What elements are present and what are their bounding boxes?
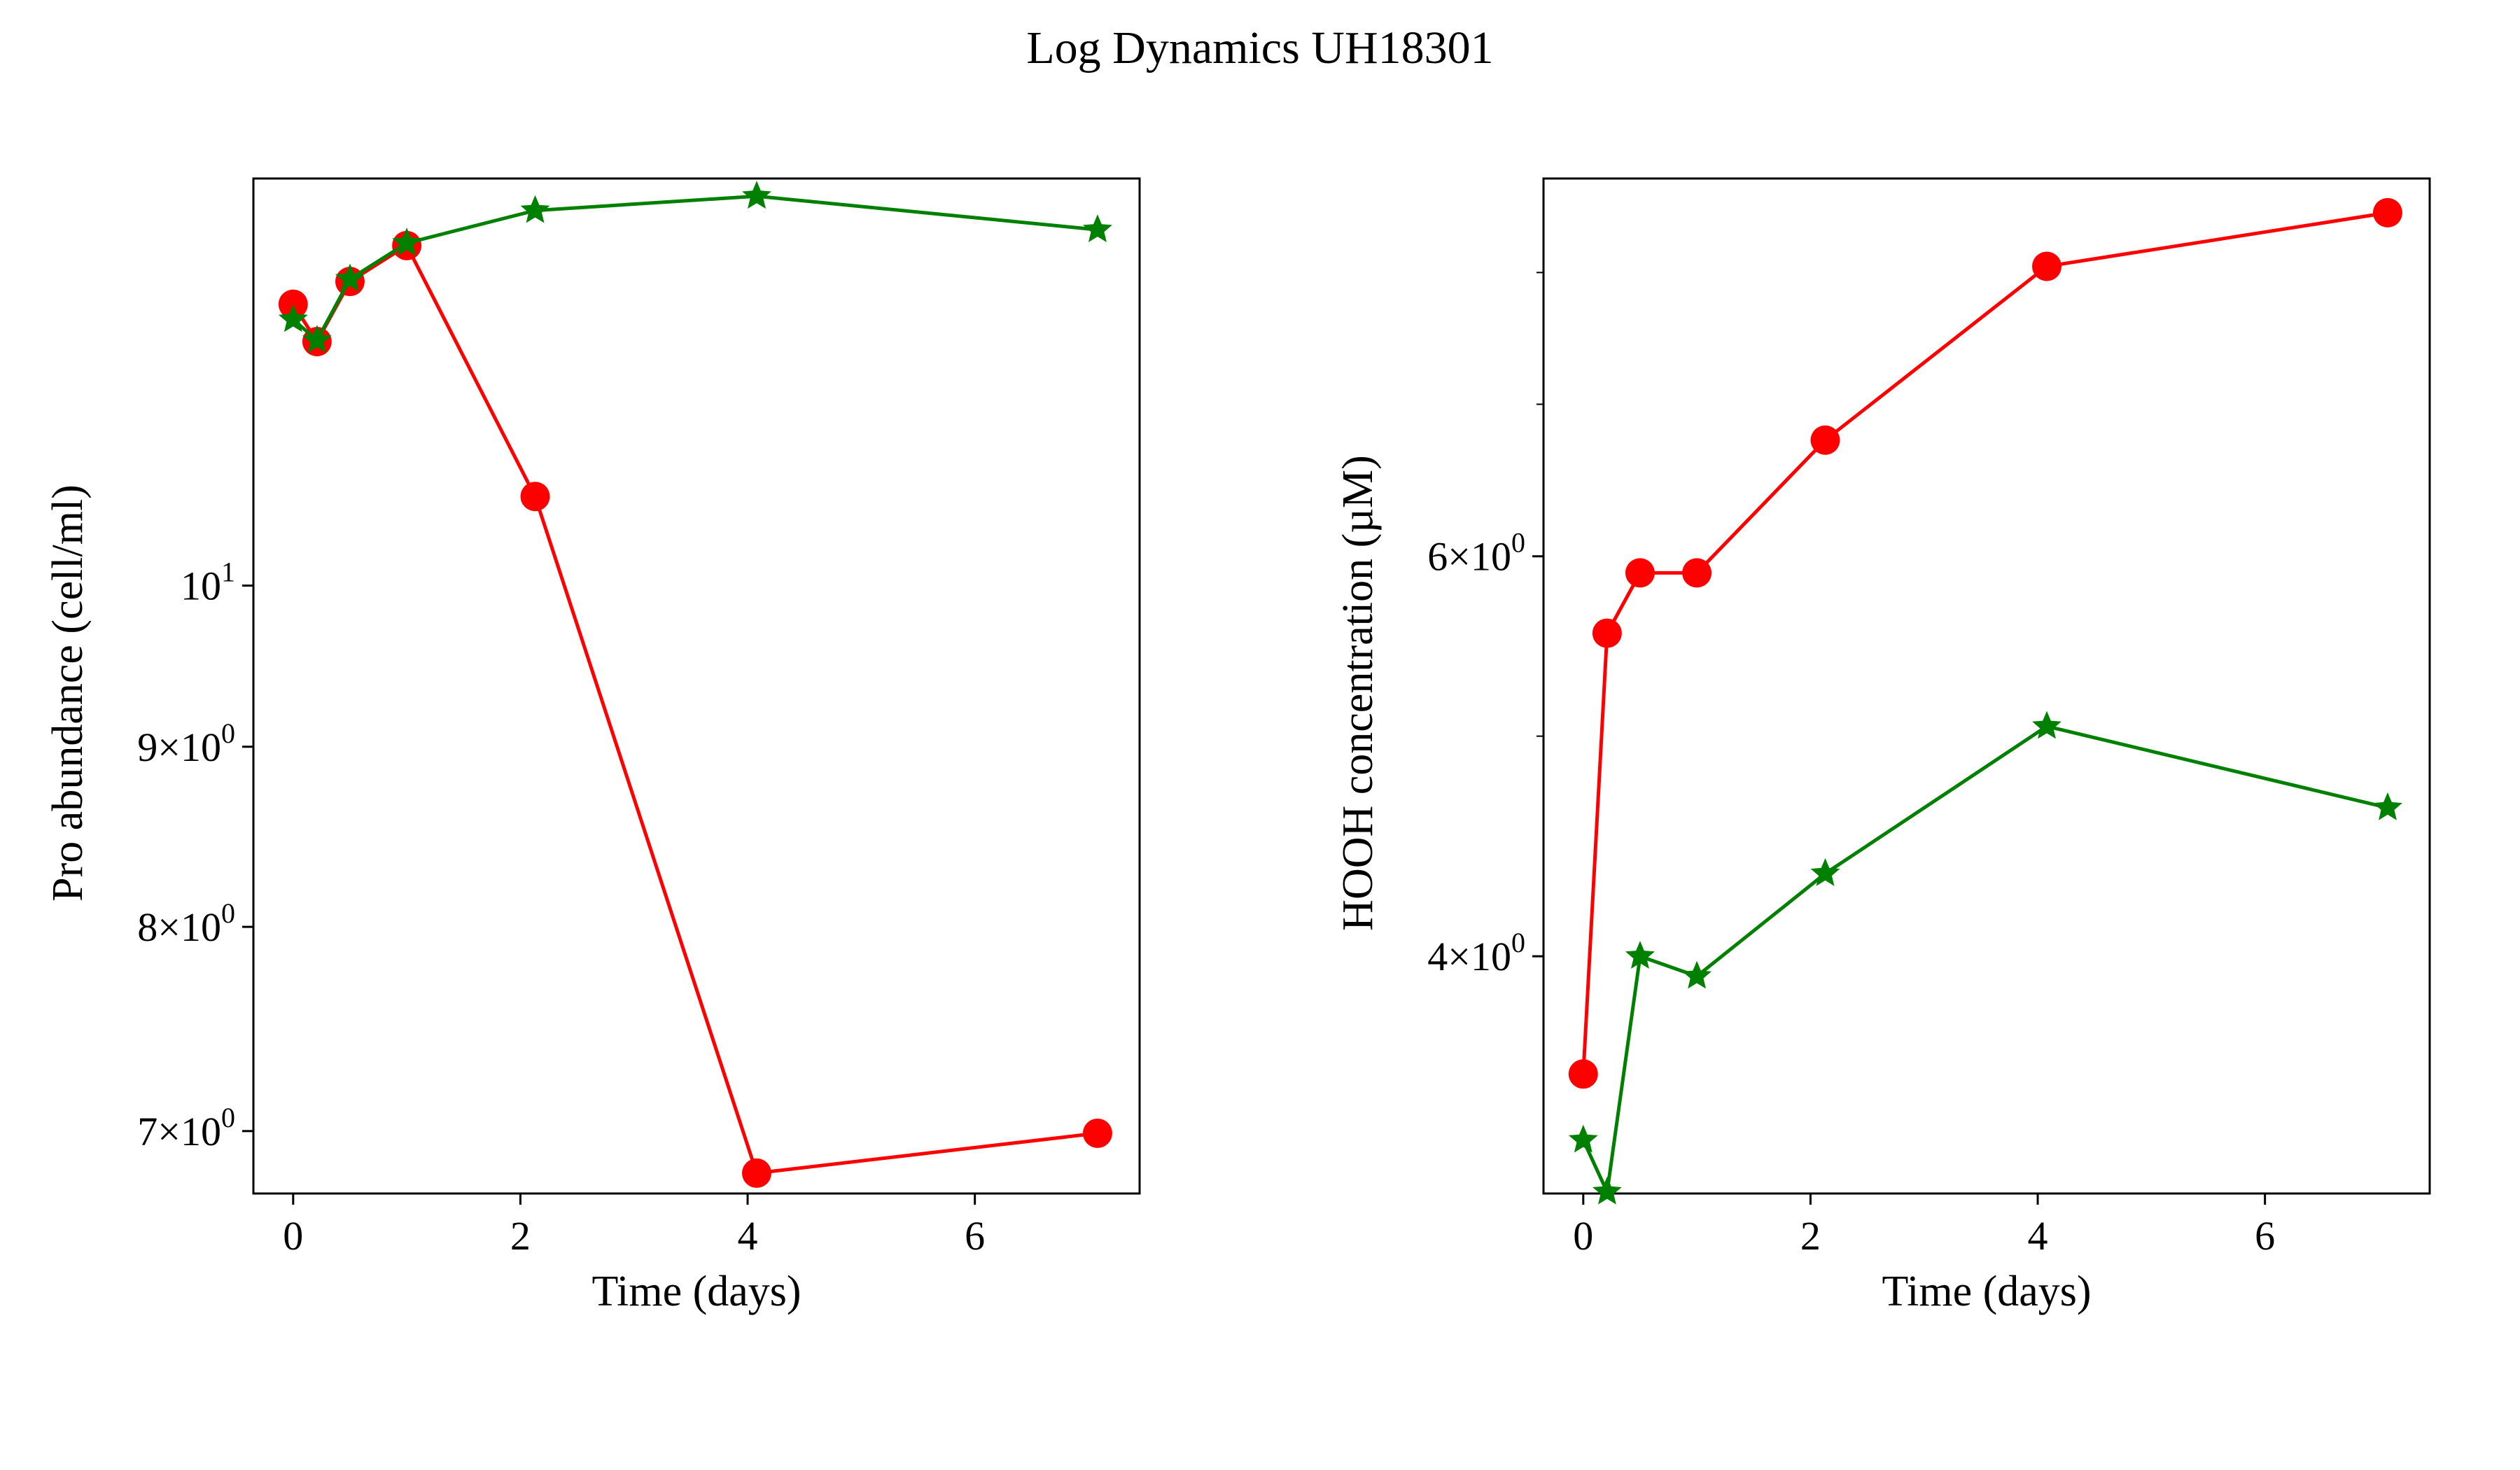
series-line — [1581, 211, 2388, 1074]
data-point — [335, 263, 365, 292]
series-0 — [1568, 197, 2402, 1089]
x-tick-label: 4 — [2028, 1213, 2048, 1259]
x-tick-label: 6 — [965, 1213, 985, 1259]
series-line — [1581, 724, 2388, 1198]
data-point — [1082, 1118, 1112, 1148]
x-axis-label: Time (days) — [592, 1268, 801, 1315]
x-tick-label: 4 — [738, 1213, 758, 1259]
data-point — [1592, 1176, 1622, 1205]
x-tick-label: 0 — [283, 1213, 303, 1259]
x-tick-label: 2 — [1800, 1213, 1821, 1259]
x-tick-label: 0 — [1573, 1213, 1593, 1259]
series-1 — [278, 181, 1112, 353]
series-1 — [1568, 710, 2402, 1205]
data-point — [2032, 710, 2062, 739]
data-point — [2372, 197, 2402, 227]
data-point — [1810, 858, 1840, 886]
x-tick-label: 6 — [2255, 1213, 2275, 1259]
data-point — [1083, 214, 1112, 242]
series-0 — [278, 230, 1112, 1188]
hooh-panel: 0 2 4 6 4×100 6×100 Time (days) HOOH concentrat… — [1334, 177, 2431, 1315]
abundance-panel: 0 2 4 6 7×100 8×100 9×100 101 Time (days) Pro abu… — [44, 177, 1141, 1315]
y-tick-label: 8×100 — [137, 897, 235, 950]
data-point — [1625, 941, 1655, 969]
plot-frame — [1542, 177, 2431, 1195]
y-tick-label: 4×100 — [1427, 927, 1525, 979]
data-point — [2032, 251, 2062, 281]
y-axis-label: Pro abundance (cell/ml) — [44, 484, 92, 902]
y-tick-label: 101 — [181, 556, 235, 609]
x-axis-label: Time (days) — [1882, 1268, 2091, 1315]
x-tick-label: 2 — [510, 1213, 531, 1259]
data-point — [1625, 558, 1655, 588]
plot-frame — [252, 177, 1141, 1195]
data-point — [1568, 1124, 1598, 1153]
y-axis-label: HOOH concentration (µM) — [1334, 455, 1382, 931]
data-point — [1810, 425, 1840, 455]
series-line — [292, 194, 1098, 344]
y-tick-label: 9×100 — [137, 718, 235, 770]
data-point — [520, 195, 550, 223]
data-point — [742, 1158, 772, 1188]
series-line — [291, 243, 1098, 1175]
data-point — [2373, 792, 2402, 820]
y-tick-label: 6×100 — [1427, 527, 1525, 580]
data-point — [742, 181, 771, 209]
data-point — [278, 304, 308, 332]
y-tick-label: 7×100 — [137, 1102, 235, 1154]
data-point — [392, 227, 421, 256]
figure-title: Log Dynamics UH18301 — [1026, 22, 1493, 74]
data-point — [1682, 960, 1712, 989]
data-point — [302, 325, 332, 353]
data-point — [1568, 1059, 1598, 1089]
data-point — [1592, 618, 1622, 648]
data-point — [1682, 558, 1712, 588]
data-point — [520, 482, 550, 512]
